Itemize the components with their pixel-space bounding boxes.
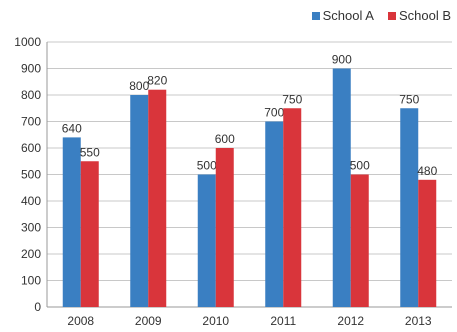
bar-school-a <box>197 174 216 307</box>
x-tick-label: 2012 <box>337 314 364 328</box>
bar-school-b <box>80 161 99 307</box>
data-label: 750 <box>282 92 302 106</box>
x-tick-label: 2013 <box>405 314 432 328</box>
data-label: 550 <box>80 145 100 159</box>
legend-label-school-a: School A <box>322 8 374 23</box>
legend-item-school-a: School A <box>311 8 374 23</box>
x-tick-label: 2008 <box>67 314 94 328</box>
legend-swatch-school-b <box>387 11 396 20</box>
y-tick-label: 800 <box>21 88 41 102</box>
y-tick-label: 1000 <box>14 35 41 49</box>
y-tick-label: 100 <box>21 274 41 288</box>
x-tick-label: 2010 <box>202 314 229 328</box>
data-label: 600 <box>215 132 235 146</box>
bar-school-b <box>283 108 302 307</box>
data-label: 750 <box>399 92 419 106</box>
x-tick-label: 2011 <box>270 314 296 328</box>
data-label: 500 <box>197 159 217 173</box>
data-label: 700 <box>264 106 284 120</box>
data-label: 820 <box>147 74 167 88</box>
bar-school-a <box>265 121 284 307</box>
bar-school-b <box>418 179 437 307</box>
bar-school-a <box>62 137 81 307</box>
y-tick-label: 300 <box>21 221 41 235</box>
bar-school-a <box>130 95 149 307</box>
y-tick-label: 0 <box>34 300 41 314</box>
bar-school-a <box>400 108 419 307</box>
data-label: 640 <box>62 121 82 135</box>
bar-school-b <box>350 174 369 307</box>
legend: School A School B <box>311 8 451 23</box>
legend-item-school-b: School B <box>387 8 451 23</box>
legend-swatch-school-a <box>311 11 320 20</box>
data-label: 480 <box>417 164 437 178</box>
x-tick-label: 2009 <box>135 314 162 328</box>
data-label: 900 <box>332 53 352 67</box>
legend-label-school-b: School B <box>398 8 451 23</box>
y-tick-label: 200 <box>21 247 41 261</box>
y-tick-label: 500 <box>21 168 41 182</box>
bar-school-b <box>215 148 234 307</box>
y-tick-label: 400 <box>21 194 41 208</box>
y-tick-label: 600 <box>21 141 41 155</box>
bar-school-a <box>332 68 351 307</box>
y-tick-label: 700 <box>21 115 41 129</box>
data-label: 500 <box>350 159 370 173</box>
data-label: 800 <box>129 79 149 93</box>
y-tick-label: 900 <box>21 62 41 76</box>
bar-school-b <box>148 89 167 307</box>
